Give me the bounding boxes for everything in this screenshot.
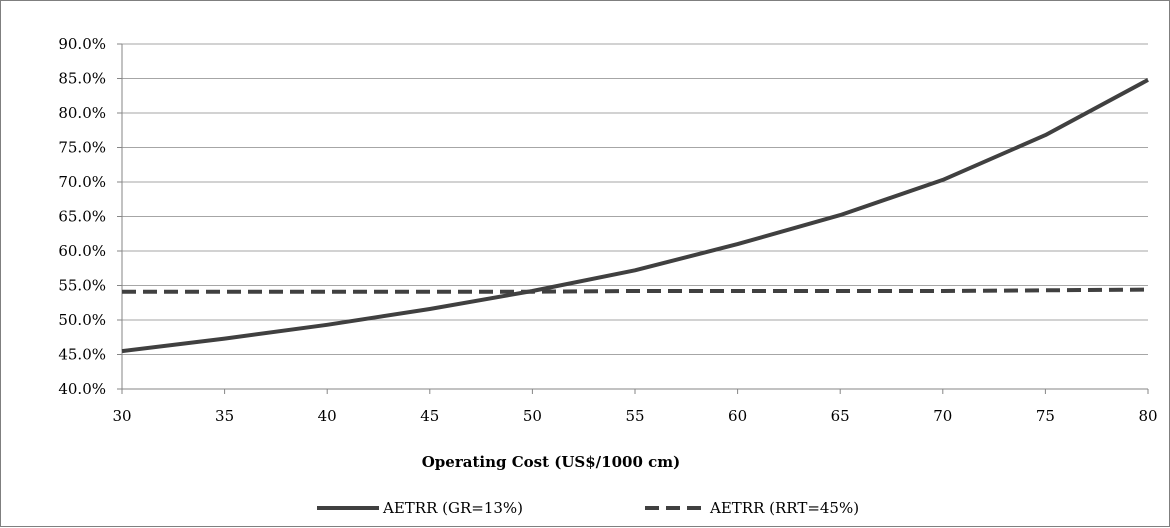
- x-tick-label: 45: [420, 407, 439, 425]
- y-tick-label: 75.0%: [58, 139, 106, 157]
- y-tick-label: 45.0%: [58, 346, 106, 364]
- legend-item-series-1: AETRR (GR=13%): [317, 499, 523, 517]
- x-tick-label: 65: [831, 407, 850, 425]
- legend-item-series-2: AETRR (RRT=45%): [645, 499, 859, 517]
- y-tick-label: 80.0%: [58, 104, 106, 122]
- series-line-2: [122, 287, 1149, 294]
- x-tick-labels: 30 35 40 45 50 55 60 65 70 75 80: [112, 407, 1157, 425]
- y-tick-label: 85.0%: [58, 70, 106, 88]
- legend-label-series-2: AETRR (RRT=45%): [709, 499, 859, 517]
- y-tick-label: 70.0%: [58, 173, 106, 191]
- x-tick-label: 80: [1138, 407, 1157, 425]
- x-tick-label: 40: [318, 407, 337, 425]
- y-tick-labels: 40.0% 45.0% 50.0% 55.0% 60.0% 65.0% 70.0% 75.0%…: [58, 35, 106, 398]
- y-tick-label: 65.0%: [58, 208, 106, 226]
- axes: [117, 43, 1149, 394]
- y-tick-label: 55.0%: [58, 277, 106, 295]
- x-tick-label: 35: [215, 407, 234, 425]
- y-tick-label: 90.0%: [58, 35, 106, 53]
- series-line-1: [121, 78, 1149, 354]
- x-tick-label: 70: [933, 407, 952, 425]
- x-axis-title: Operating Cost (US$/1000 cm): [422, 453, 681, 471]
- y-tick-label: 50.0%: [58, 311, 106, 329]
- x-tick-label: 60: [728, 407, 747, 425]
- series-lines: [121, 78, 1149, 354]
- x-tick-label: 30: [112, 407, 131, 425]
- x-tick-label: 50: [523, 407, 542, 425]
- legend-label-series-1: AETRR (GR=13%): [382, 499, 523, 517]
- y-tick-label: 60.0%: [58, 242, 106, 260]
- legend: AETRR (GR=13%) AETRR (RRT=45%): [317, 499, 859, 517]
- x-tick-label: 75: [1036, 407, 1055, 425]
- y-tick-label: 40.0%: [58, 380, 106, 398]
- x-tick-label: 55: [625, 407, 644, 425]
- gridlines: [122, 43, 1148, 355]
